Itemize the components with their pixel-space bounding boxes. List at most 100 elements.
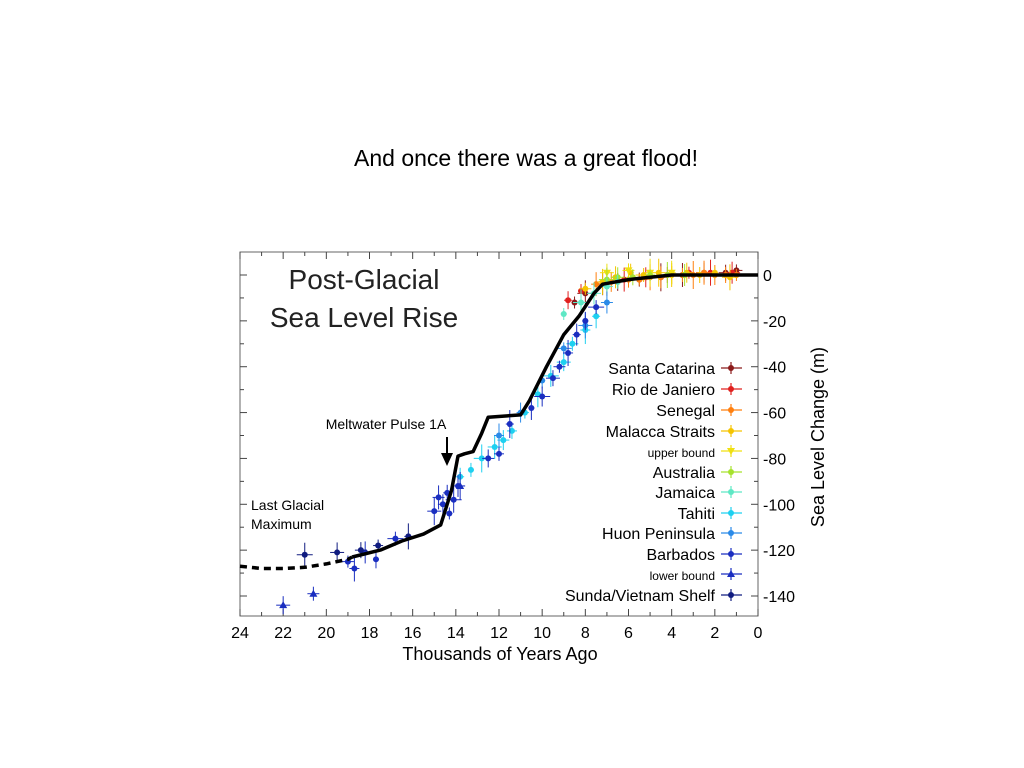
data-point [582,311,589,330]
data-point [579,282,592,295]
marker-dot [478,455,485,462]
marker-dot [508,427,515,434]
marker-dot [603,299,610,306]
data-point [427,497,442,526]
y-tick-label: -80 [763,451,786,468]
data-point [387,531,404,546]
y-tick-label: -100 [763,497,795,514]
marker-dot [565,349,572,356]
legend-marker [728,551,734,557]
annotation-last-glacial-1: Last Glacial [251,497,324,513]
x-tick-label: 6 [624,625,633,642]
data-point [446,507,453,520]
x-axis-label: Thousands of Years Ago [402,644,597,664]
marker-dot [569,340,576,347]
legend-item: Rio de Janiero [612,382,742,399]
data-point [572,323,581,346]
marker-triangle-up [309,589,318,597]
marker-dot [593,313,600,320]
legend-label: Jamaica [655,485,715,502]
legend-marker [728,386,734,392]
legend-item: Tahiti [678,506,742,523]
data-point [651,258,666,287]
y-tick-label: -140 [763,589,795,606]
marker-dot [439,501,446,508]
data-point [600,291,613,314]
data-point [276,596,291,615]
marker-dot [431,508,438,515]
marker-dot [556,363,563,370]
marker-dot [560,345,567,352]
x-tick-label: 4 [667,625,676,642]
legend-item: Jamaica [655,485,742,502]
marker-dot [506,421,513,428]
legend-label: Rio de Janiero [612,382,715,399]
data-point [296,542,313,567]
data-point [564,291,573,310]
legend-marker [728,530,734,536]
trend-line-solid [351,273,758,559]
marker-dot [578,299,585,306]
data-point [349,555,360,582]
annotation-last-glacial-2: Maximum [251,516,312,532]
legend-label: Barbados [647,547,716,564]
marker-dot [560,310,567,317]
x-tick-label: 22 [274,625,292,642]
x-tick-label: 12 [490,625,508,642]
marker-dot [446,510,453,517]
legend-item: Barbados [647,547,742,564]
y-tick-label: -40 [763,360,786,377]
legend-marker [728,428,734,434]
trend-line-dashed [239,555,354,571]
marker-dot [549,375,556,382]
legend-marker [728,469,734,475]
marker-dot [435,494,442,501]
legend-label: lower bound [650,569,715,583]
x-tick-label: 24 [231,625,249,642]
legend-marker [728,592,734,598]
legend-item: Santa Catarina [608,361,742,378]
data-point [588,300,605,315]
data-point [545,370,560,387]
y-tick-label: -60 [763,406,786,423]
y-axis-label: Sea Level Change (m) [808,347,828,527]
marker-dot [496,432,502,439]
legend-label: Senegal [656,403,715,420]
data-point [555,342,572,355]
marker-dot [467,466,474,473]
marker-dot [334,549,341,556]
legend-item: Sunda/Vietnam Shelf [565,588,742,605]
data-point [534,386,551,407]
x-tick-label: 20 [317,625,335,642]
y-tick-label: -120 [763,543,795,560]
data-point [482,449,495,468]
marker-dot [496,450,502,457]
marker-dot [565,297,572,304]
data-point [467,462,474,477]
legend-label: Santa Catarina [608,361,715,378]
marker-dot [357,547,364,554]
data-point [487,434,502,459]
x-tick-label: 0 [754,625,763,642]
x-tick-label: 14 [447,625,465,642]
marker-dot [582,285,589,292]
marker-dot [655,269,662,276]
meltwater-arrow-head [441,453,453,466]
data-point [563,339,574,366]
data-point [330,542,345,563]
legend-marker [727,570,735,577]
legend-item: Australia [653,465,742,482]
marker-triangle-down [667,269,676,277]
data-point [373,539,384,552]
marker-dot [593,281,600,288]
legend-label: upper bound [648,446,715,460]
marker-dot [573,331,580,338]
marker-dot [491,443,498,450]
legend-marker [727,448,735,455]
data-point [560,307,567,320]
data-point [553,360,566,373]
marker-dot [450,496,457,503]
marker-dot [593,304,600,311]
x-tick-label: 2 [710,625,719,642]
